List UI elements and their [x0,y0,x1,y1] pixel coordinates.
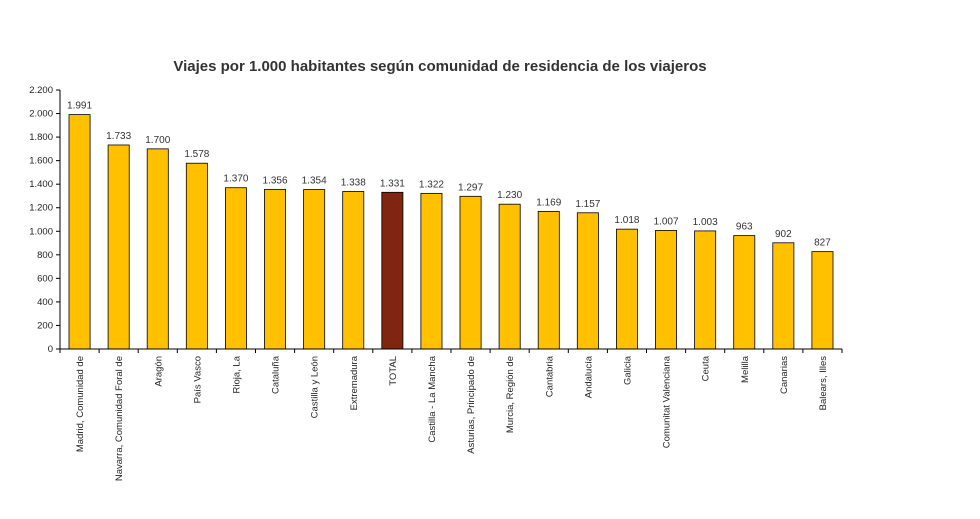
bar-6 [264,188,287,350]
data-label: 1.007 [654,216,679,227]
chart-title: Viajes por 1.000 habitantes según comuni… [173,58,707,75]
bar-14 [576,212,599,350]
bar-2 [107,144,130,350]
data-label: 1.297 [458,182,483,193]
bar-1 [68,114,91,350]
data-label: 963 [736,222,753,233]
category-label: Cantabria [544,355,555,397]
data-label: 827 [814,238,831,249]
data-label: 902 [775,229,792,240]
category-label: Comunitat Valenciana [662,355,673,448]
bars [68,114,834,350]
category-label: Aragón [153,356,164,387]
data-label: 1.700 [145,135,170,146]
bar-11 [459,195,482,350]
bar-13 [537,210,560,350]
bar-7 [303,189,326,350]
bar-10 [420,192,443,350]
y-tick-label: 1.800 [29,132,53,143]
y-tick-label: 1.000 [29,226,53,237]
bar-15 [615,228,638,350]
category-label: Asturias, Principado de [466,356,477,454]
category-label: Andalucía [583,355,594,398]
bar-18 [733,235,756,350]
data-label: 1.169 [536,197,561,208]
y-tick-label: 0 [48,344,53,355]
category-label: Castilla - La Mancha [427,355,438,442]
bar-20 [811,251,834,350]
category-label: TOTAL [388,356,399,386]
category-label: Murcia, Región de [505,356,516,433]
y-tick-label: 2.000 [29,109,53,120]
data-label: 1.230 [497,190,522,201]
bar-5 [224,187,247,350]
bar-19 [772,242,795,350]
category-label: Ceuta [701,355,712,381]
data-label: 1.338 [341,177,366,188]
data-label: 1.354 [302,176,327,187]
data-labels: 1.991 1.733 1.700 1.578 1.370 1.356 1.354 1.338… [67,101,831,249]
data-label: 1.003 [693,217,718,228]
bar-16 [655,230,678,350]
data-label: 1.356 [263,175,288,186]
data-label: 1.578 [184,149,209,160]
y-tick-label: 2.200 [29,85,53,96]
bar-8 [342,191,365,350]
data-label: 1.733 [106,131,131,142]
y-tick-label: 600 [37,273,53,284]
y-tick-label: 400 [37,297,53,308]
bar-12 [498,203,521,350]
data-label: 1.322 [419,179,444,190]
data-label: 1.157 [575,199,600,210]
bar-4 [185,162,208,350]
y-tick-label: 1.400 [29,179,53,190]
bar-3 [146,148,169,350]
category-label: Canarias [779,356,790,394]
category-label: Extremadura [349,355,360,410]
category-label: Rioja, La [231,355,242,393]
category-label: Melilla [740,355,751,383]
data-label: 1.331 [380,178,405,189]
category-label: País Vasco [192,356,203,403]
data-label: 1.991 [67,101,92,112]
y-axis: 0 200 400 600 800 1.000 1.200 1.400 1.600 1.800 2.… [29,85,61,355]
category-label: Galicia [622,355,633,385]
data-label: 1.370 [223,174,248,185]
y-tick-label: 800 [37,250,53,261]
y-tick-label: 200 [37,320,53,331]
category-label: Castilla y León [310,356,321,418]
bar-17 [694,230,717,350]
bar-9 [381,191,404,350]
y-tick-label: 1.600 [29,156,53,167]
category-label: Navarra, Comunidad Foral de [114,356,125,481]
category-label: Cataluña [271,355,282,394]
data-label: 1.018 [614,215,639,226]
category-label: Balears, Illes [818,356,829,411]
y-tick-label: 1.200 [29,203,53,214]
category-label: Madrid, Comunidad de [75,356,86,452]
x-axis: Madrid, Comunidad de Navarra, Comunidad F… [59,348,843,481]
